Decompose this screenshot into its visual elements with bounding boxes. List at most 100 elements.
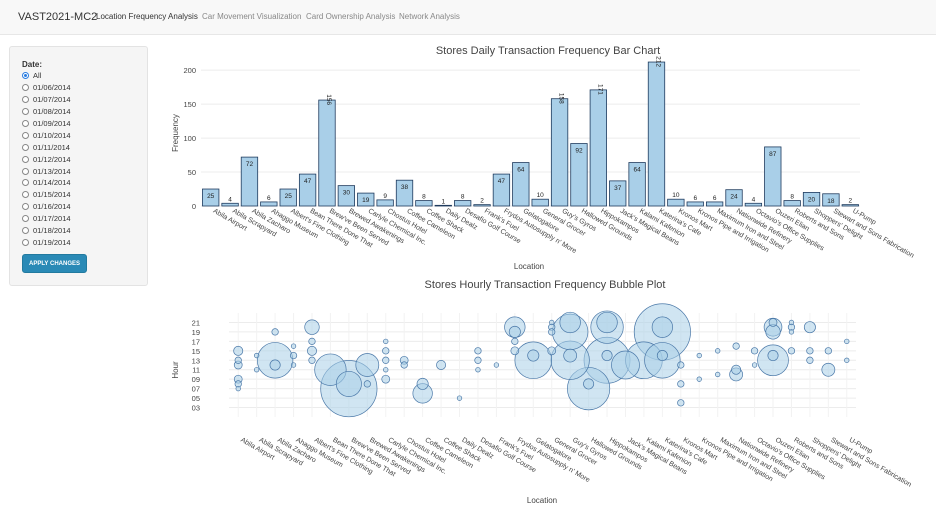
bar-value-label: 30 [343, 190, 351, 197]
date-option[interactable]: 01/09/2014 [22, 118, 71, 130]
radio-button[interactable] [22, 131, 29, 139]
radio-button[interactable] [22, 191, 29, 199]
date-option[interactable]: 01/14/2014 [22, 177, 71, 189]
radio-button[interactable] [22, 179, 29, 187]
radio-button[interactable] [22, 108, 29, 116]
date-option[interactable]: 01/18/2014 [22, 225, 71, 237]
date-option[interactable]: 01/10/2014 [22, 129, 71, 141]
bar-value-label: 19 [362, 197, 370, 204]
radio-button[interactable] [22, 72, 29, 80]
bar [337, 185, 356, 207]
bubble [732, 342, 740, 350]
date-option[interactable]: 01/13/2014 [22, 165, 71, 177]
radio-button[interactable] [22, 120, 29, 127]
bar [279, 188, 297, 207]
date-option-label: 01/08/2014 [33, 107, 71, 117]
bar [822, 193, 840, 207]
bubble [765, 324, 781, 340]
bubble [308, 337, 316, 345]
radio-button[interactable] [22, 96, 29, 104]
bubble [548, 328, 556, 336]
bubble [751, 362, 758, 368]
bar [744, 202, 763, 207]
date-option-label: 01/07/2014 [33, 95, 71, 105]
bubble [335, 370, 362, 397]
date-option[interactable]: 01/08/2014 [22, 106, 71, 118]
bar-chart-title: Stores Daily Transaction Frequency Bar C… [436, 45, 660, 57]
bubble [254, 367, 260, 373]
bubble [382, 356, 390, 364]
bubble [290, 362, 297, 368]
bubble [474, 347, 482, 355]
radio-button[interactable] [22, 155, 29, 163]
date-option-label: 01/16/2014 [33, 202, 71, 212]
bubble [235, 385, 241, 392]
bar-value-label: 92 [575, 148, 583, 155]
bar-value-label: 87 [769, 151, 777, 158]
bubble-y-tick-label: 07 [192, 385, 200, 394]
bar-y-tick-label: 150 [183, 100, 196, 109]
bar [686, 201, 704, 207]
tab-network-analysis[interactable]: Network Analysis [399, 12, 460, 21]
bar-value-label: 24 [730, 194, 738, 201]
bar-value-label: 25 [207, 193, 215, 200]
date-option[interactable]: 01/12/2014 [22, 153, 71, 165]
apply-changes-button[interactable]: APPLY CHANGES [22, 254, 87, 273]
radio-button[interactable] [22, 238, 29, 246]
date-option-label: 01/06/2014 [33, 83, 71, 93]
bar-value-label: 4 [752, 196, 756, 203]
bar-value-label: 6 [713, 195, 717, 202]
date-option[interactable]: 01/06/2014 [22, 82, 71, 94]
tab-location-frequency-analysis[interactable]: Location Frequency Analysis [96, 12, 198, 21]
bubble-y-tick-label: 05 [192, 394, 200, 403]
bar [570, 143, 588, 207]
date-option-label: All [33, 71, 42, 81]
date-option[interactable]: All [22, 70, 71, 82]
bubble [821, 362, 836, 377]
bubble [656, 350, 668, 362]
bar-value-label: 6 [693, 195, 697, 202]
bar-value-label: 6 [267, 195, 271, 202]
radio-button[interactable] [22, 203, 29, 211]
bubble-y-tick-label: 13 [192, 356, 200, 365]
date-option-label: 01/15/2014 [33, 190, 71, 200]
bar [298, 173, 317, 207]
date-option[interactable]: 01/11/2014 [22, 141, 71, 153]
bubble [233, 345, 244, 356]
radio-button[interactable] [22, 143, 29, 151]
radio-button[interactable] [22, 215, 29, 223]
tab-car-movement-visualization[interactable]: Car Movement Visualization [202, 12, 302, 21]
radio-button[interactable] [22, 84, 29, 92]
tab-card-ownership-analysis[interactable]: Card Ownership Analysis [306, 12, 396, 21]
bar-x-tick-label: Stewart and Sons Fabrication [832, 208, 915, 260]
date-option-label: 01/17/2014 [33, 214, 71, 224]
radio-button[interactable] [22, 167, 29, 175]
bar [550, 98, 569, 207]
date-option[interactable]: 01/07/2014 [22, 94, 71, 106]
bar [260, 201, 278, 207]
bar-value-label: 38 [401, 184, 409, 191]
bubble [475, 367, 481, 373]
bar-value-label: 1 [441, 198, 445, 205]
app-brand[interactable]: VAST2021-MC2 [18, 11, 98, 23]
date-option-label: 01/14/2014 [33, 178, 71, 188]
radio-button[interactable] [22, 227, 29, 235]
bar-y-tick-label: 200 [183, 66, 196, 75]
bar-value-label: 2 [848, 198, 852, 205]
bubble-y-tick-label: 03 [192, 404, 200, 413]
bar-value-label: 18 [827, 198, 835, 205]
bubble [787, 347, 796, 355]
bubble [806, 347, 814, 355]
date-option[interactable]: 01/15/2014 [22, 189, 71, 201]
bar-value-label: 20 [808, 196, 816, 203]
bar-value-label: 8 [461, 194, 465, 201]
bar-value-label: 212 [654, 56, 661, 67]
date-option[interactable]: 01/16/2014 [22, 201, 71, 213]
date-option[interactable]: 01/17/2014 [22, 213, 71, 225]
bubble [254, 352, 260, 359]
bar-value-label: 8 [422, 194, 426, 201]
bubble-y-axis-title: Hour [171, 361, 180, 379]
date-option[interactable]: 01/19/2014 [22, 236, 71, 248]
bubble [750, 347, 759, 355]
